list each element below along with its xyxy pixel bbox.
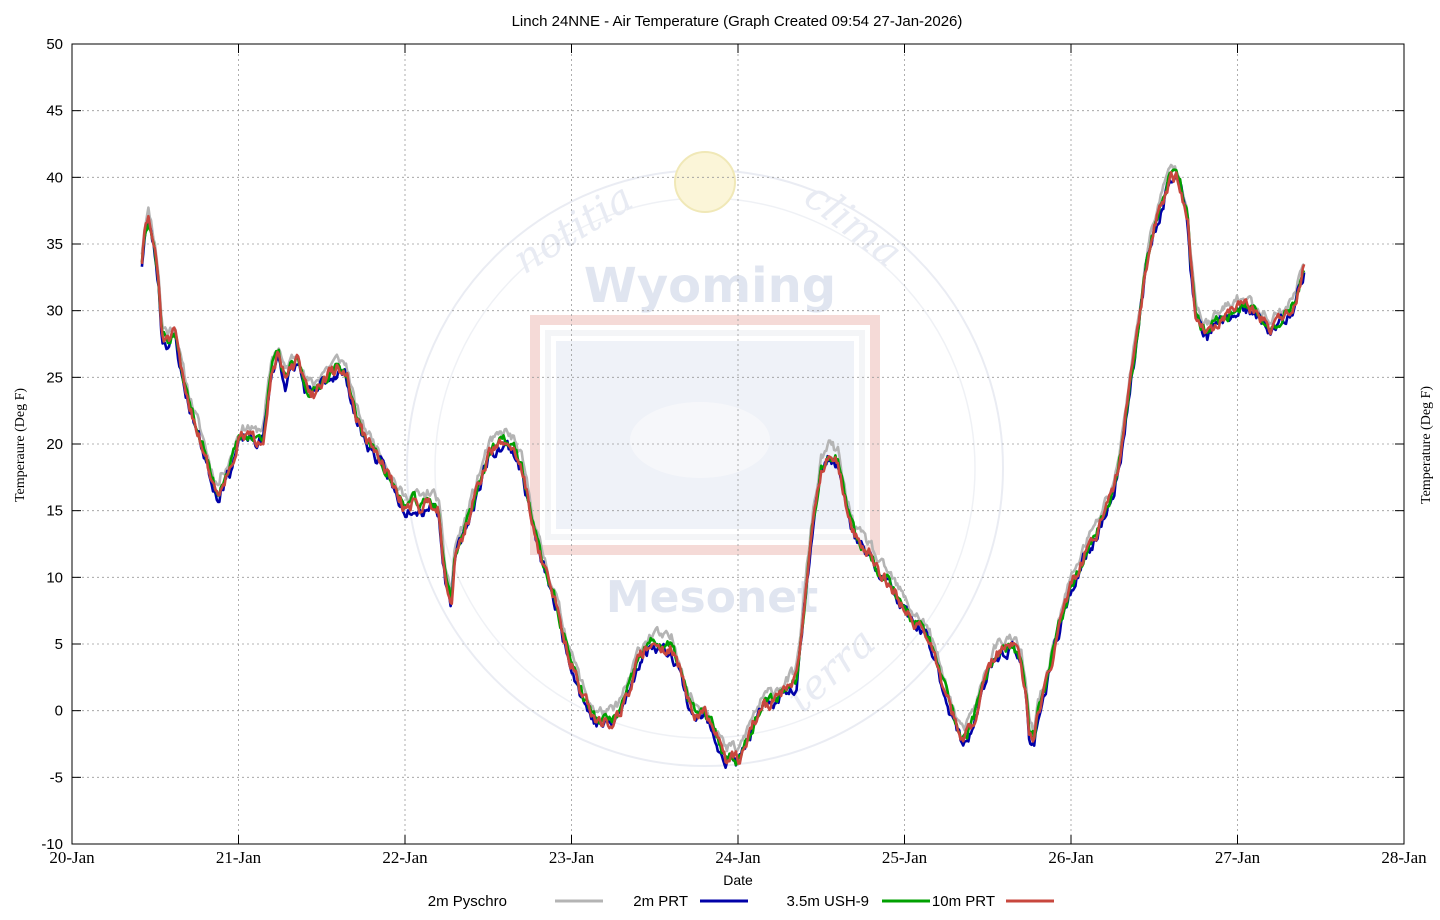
legend-label: 2m Pyschro <box>428 893 507 910</box>
y-axis-label-right: Temperature (Deg F) <box>1419 386 1434 504</box>
legend-label: 10m PRT <box>932 893 995 910</box>
x-tick-label: 21-Jan <box>216 848 262 867</box>
x-tick-labels: 20-Jan 21-Jan 22-Jan 23-Jan 24-Jan 25-Jan 26-J… <box>49 848 1427 867</box>
y-tick-labels: -10 -5 0 5 10 15 20 25 30 35 40 45 50 <box>41 36 63 853</box>
watermark-sub-text: Mesonet <box>606 572 818 623</box>
flag-white-band <box>545 330 865 540</box>
y-tick-label: -5 <box>50 769 63 786</box>
x-tick-label: 27-Jan <box>1215 848 1261 867</box>
x-tick-label: 23-Jan <box>549 848 595 867</box>
y-tick-label: 50 <box>46 36 63 53</box>
watermark-main-text: Wyoming <box>584 258 836 314</box>
x-tick-label: 20-Jan <box>49 848 95 867</box>
x-tick-label: 28-Jan <box>1381 848 1427 867</box>
y-tick-label: 10 <box>46 569 63 586</box>
y-tick-label: 45 <box>46 103 63 120</box>
y-tick-label: 40 <box>46 169 63 186</box>
x-axis-label: Date <box>723 872 753 888</box>
x-tick-label: 24-Jan <box>715 848 761 867</box>
x-tick-label: 25-Jan <box>882 848 928 867</box>
y-axis-label-left: Temperaure (Deg F) <box>13 388 28 502</box>
legend-label: 3.5m USH-9 <box>786 893 869 910</box>
chart-title: Linch 24NNE - Air Temperature (Graph Cre… <box>512 13 963 30</box>
y-tick-label: 30 <box>46 303 63 320</box>
x-tick-label: 26-Jan <box>1048 848 1094 867</box>
flag-outline <box>530 315 880 555</box>
legend: 2m Pyschro 2m PRT 3.5m USH-9 10m PRT <box>428 893 1054 910</box>
axis-ticks <box>71 43 1405 845</box>
legend-label: 2m PRT <box>633 893 688 910</box>
y-tick-label: -10 <box>41 836 63 853</box>
mesonet-logo-watermark: Wyoming Mesonet notitia clima terra <box>406 151 1004 767</box>
series-lines <box>140 163 1306 769</box>
bison-icon <box>630 402 770 478</box>
y-tick-label: 0 <box>55 703 63 720</box>
y-tick-label: 15 <box>46 503 63 520</box>
y-tick-label: 5 <box>55 636 63 653</box>
series-line <box>140 171 1306 765</box>
grid-lines <box>72 44 1404 844</box>
y-tick-label: 25 <box>46 369 63 386</box>
x-tick-label: 22-Jan <box>382 848 428 867</box>
sun-icon <box>674 151 736 213</box>
y-tick-label: 20 <box>46 436 63 453</box>
y-tick-label: 35 <box>46 236 63 253</box>
